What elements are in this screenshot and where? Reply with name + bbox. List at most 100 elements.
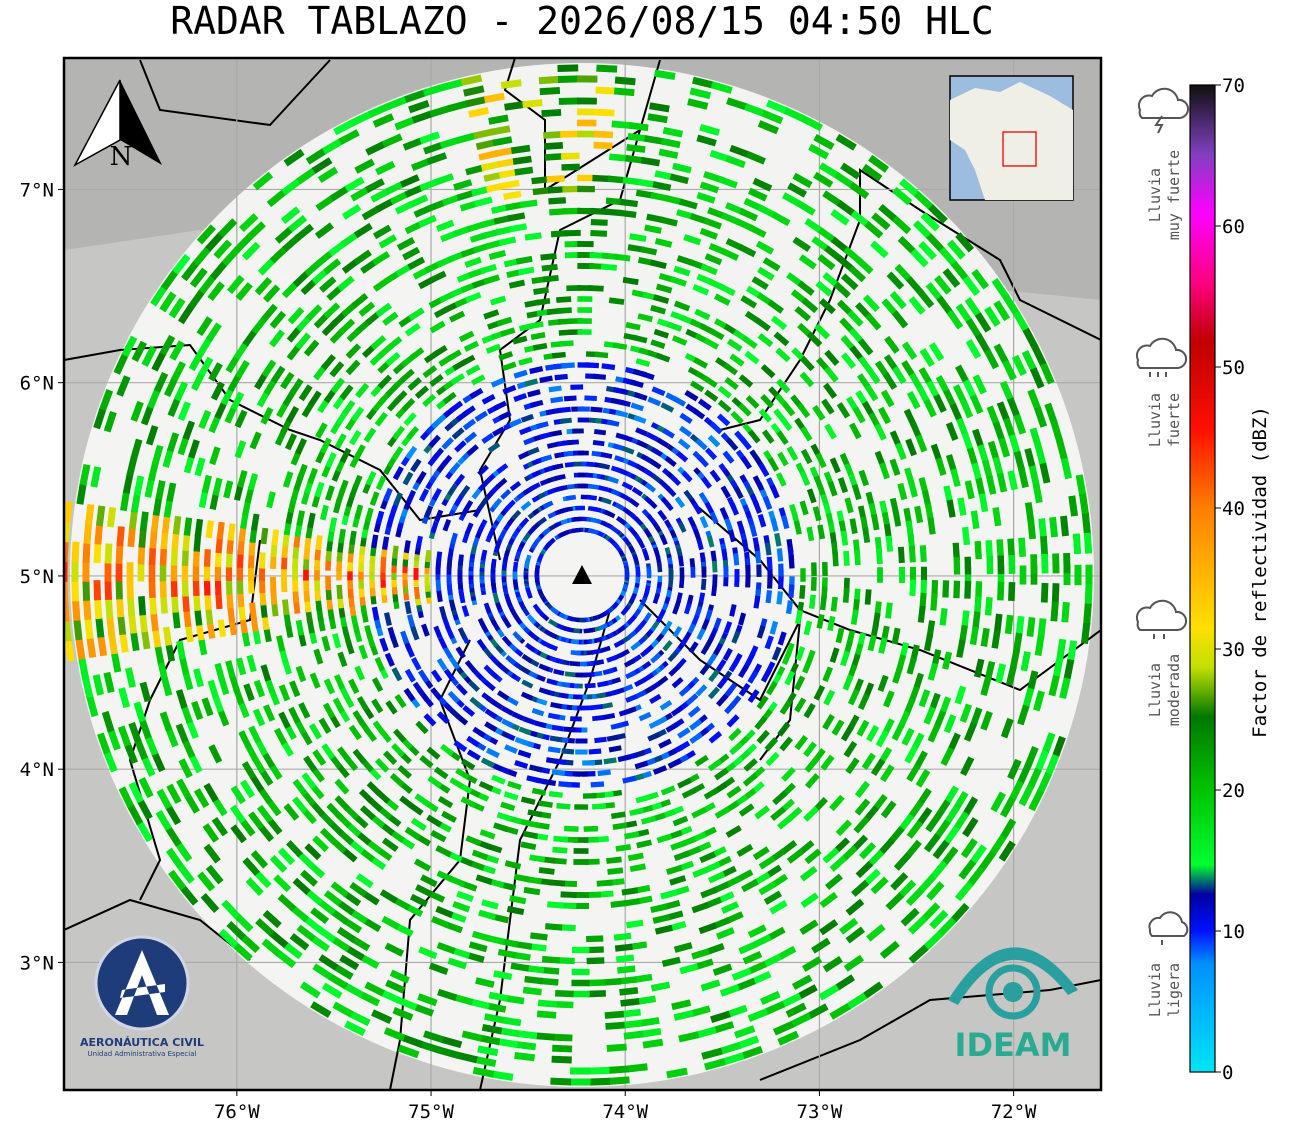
- radar-echo: [996, 401, 1011, 422]
- radar-echo: [706, 535, 715, 548]
- radar-echo: [463, 500, 474, 513]
- radar-echo: [500, 705, 514, 716]
- radar-echo: [233, 233, 253, 253]
- radar-echo: [783, 107, 806, 123]
- radar-echo: [709, 421, 723, 435]
- radar-echo: [691, 407, 706, 420]
- radar-echo: [758, 462, 770, 478]
- radar-echo: [495, 477, 508, 489]
- radar-echo: [669, 474, 682, 486]
- radar-echo: [251, 315, 268, 335]
- radar-echo: [524, 378, 539, 387]
- radar-echo: [159, 578, 167, 598]
- radar-echo: [1024, 502, 1035, 523]
- radar-echo: [956, 417, 969, 438]
- radar-echo: [634, 689, 647, 699]
- radar-echo: [329, 185, 350, 202]
- radar-echo: [166, 847, 184, 869]
- radar-echo: [624, 569, 630, 579]
- radar-echo: [837, 477, 849, 494]
- radar-echo: [275, 950, 297, 969]
- radar-echo: [776, 945, 797, 961]
- radar-echo: [737, 1035, 760, 1049]
- radar-echo: [509, 481, 522, 492]
- radar-echo: [262, 284, 281, 303]
- radar-echo: [556, 803, 571, 810]
- radar-echo: [97, 732, 111, 755]
- radar-echo: [752, 177, 773, 192]
- radar-echo: [415, 884, 433, 898]
- radar-echo: [530, 399, 544, 408]
- radar-echo: [761, 429, 775, 444]
- radar-echo: [696, 538, 704, 551]
- weather-icons: [1135, 87, 1189, 945]
- radar-echo: [348, 678, 360, 695]
- radar-echo: [911, 732, 925, 751]
- inset-map: [949, 75, 1074, 201]
- radar-echo: [710, 1010, 731, 1023]
- radar-echo: [292, 269, 311, 288]
- radar-echo: [342, 890, 362, 907]
- radar-echo: [536, 421, 549, 430]
- radar-echo: [827, 480, 838, 497]
- radar-echo: [160, 594, 168, 614]
- radar-echo: [592, 174, 611, 183]
- radar-echo: [725, 437, 739, 452]
- radar-echo: [235, 657, 247, 676]
- radar-echo: [571, 979, 590, 987]
- radar-echo: [575, 738, 588, 744]
- radar-echo: [650, 192, 669, 202]
- radar-echo: [586, 946, 604, 954]
- radar-echo: [115, 544, 124, 564]
- radar-echo: [434, 509, 444, 523]
- radar-echo: [548, 197, 567, 205]
- radar-echo: [382, 311, 399, 326]
- radar-echo: [577, 97, 597, 105]
- radar-echo: [330, 377, 345, 394]
- radar-echo: [329, 361, 345, 378]
- radar-echo: [637, 538, 646, 550]
- radar-echo: [619, 492, 631, 502]
- radar-echo: [541, 955, 561, 964]
- radar-echo: [862, 294, 880, 312]
- radar-echo: [756, 564, 762, 577]
- radar-echo: [751, 970, 772, 985]
- radar-echo: [921, 902, 941, 922]
- radar-echo: [803, 702, 816, 719]
- radar-echo: [629, 807, 645, 817]
- radar-echo: [781, 766, 796, 782]
- radar-echo: [627, 459, 640, 469]
- radar-echo: [802, 956, 823, 972]
- radar-echo: [501, 635, 513, 647]
- radar-echo: [181, 578, 189, 597]
- radar-echo: [972, 611, 981, 630]
- radar-echo: [294, 223, 314, 241]
- radar-echo: [268, 930, 289, 949]
- radar-echo: [564, 671, 576, 678]
- radar-echo: [538, 75, 560, 85]
- radar-echo: [765, 590, 773, 604]
- radar-echo: [677, 521, 687, 533]
- radar-echo: [933, 394, 947, 413]
- radar-echo: [651, 386, 666, 397]
- radar-echo: [90, 466, 102, 488]
- radar-echo: [411, 657, 422, 671]
- radar-echo: [908, 545, 916, 563]
- radar-echo: [593, 130, 614, 139]
- radar-echo: [760, 394, 775, 409]
- radar-echo: [925, 282, 943, 302]
- radar-echo: [274, 226, 294, 244]
- radar-echo: [270, 365, 286, 384]
- radar-echo: [953, 811, 970, 832]
- radar-echo: [629, 941, 648, 951]
- radar-echo: [633, 391, 648, 401]
- radar-echo: [442, 518, 452, 532]
- radar-echo: [321, 635, 331, 652]
- aero-logo: AERONÁUTICA CIVIL Unidad Administrativa …: [80, 935, 204, 1058]
- radar-echo: [964, 580, 972, 599]
- radar-echo: [592, 373, 607, 380]
- radar-echo: [763, 890, 782, 905]
- radar-echo: [435, 845, 452, 858]
- radar-echo: [689, 732, 703, 744]
- radar-echo: [323, 678, 336, 695]
